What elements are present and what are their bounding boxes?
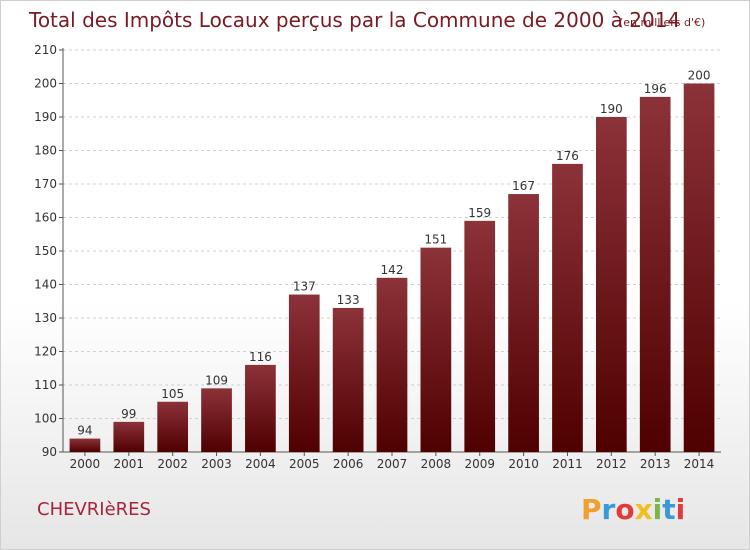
y-tick-label: 190: [34, 110, 57, 124]
y-tick-label: 210: [34, 43, 57, 57]
y-tick-label: 170: [34, 177, 57, 191]
value-label-2008: 151: [424, 233, 447, 247]
value-label-2005: 137: [293, 280, 316, 294]
bar-2002: [157, 401, 189, 452]
x-tick-label-2006: 2006: [333, 457, 364, 471]
bar-2013: [639, 96, 671, 453]
x-tick-label-2002: 2002: [157, 457, 188, 471]
value-label-2003: 109: [205, 373, 228, 387]
y-tick-label: 120: [34, 345, 57, 359]
x-tick-label-2012: 2012: [596, 457, 627, 471]
value-label-2007: 142: [381, 263, 404, 277]
value-label-2013: 196: [644, 82, 667, 96]
x-tick-label-2014: 2014: [684, 457, 715, 471]
chart-title: Total des Impôts Locaux perçus par la Co…: [28, 8, 680, 32]
bar-2012: [595, 117, 627, 452]
bar-2005: [288, 294, 320, 452]
value-label-2002: 105: [161, 387, 184, 401]
bar-2001: [113, 421, 145, 452]
bar-2003: [201, 388, 232, 452]
y-tick-label: 130: [34, 311, 57, 325]
value-label-2001: 99: [121, 407, 136, 421]
bar-2011: [552, 163, 583, 452]
bar-2009: [464, 220, 496, 452]
x-tick-label-2007: 2007: [377, 457, 408, 471]
y-tick-label: 150: [34, 244, 57, 258]
value-label-2009: 159: [468, 206, 491, 220]
commune-name: CHEVRIèRES: [37, 499, 151, 520]
bar-2006: [332, 307, 364, 452]
x-tick-label-2005: 2005: [289, 457, 320, 471]
y-tick-label: 140: [34, 278, 57, 292]
logo-letter: P: [581, 493, 602, 526]
logo-letter: t: [662, 493, 675, 526]
value-label-2012: 190: [600, 102, 623, 116]
logo-letter: i: [653, 493, 663, 526]
value-label-2011: 176: [556, 149, 579, 163]
value-label-2004: 116: [249, 350, 272, 364]
x-tick-label-2003: 2003: [201, 457, 232, 471]
x-tick-label-2001: 2001: [114, 457, 145, 471]
y-tick-label: 180: [34, 144, 57, 158]
x-tick-label-2010: 2010: [508, 457, 539, 471]
value-label-2006: 133: [337, 293, 360, 307]
value-label-2014: 200: [688, 69, 711, 83]
x-tick-label-2008: 2008: [421, 457, 452, 471]
x-tick-label-2004: 2004: [245, 457, 276, 471]
value-label-2010: 167: [512, 179, 535, 193]
chart-unit-note: (en milliers d'€): [619, 16, 705, 29]
bar-2010: [508, 194, 539, 453]
logo-letter: i: [676, 493, 686, 526]
bar-2004: [245, 364, 276, 452]
x-tick-label-2000: 2000: [70, 457, 101, 471]
logo-letter: r: [602, 493, 616, 526]
y-tick-label: 160: [34, 211, 57, 225]
logo-letter: o: [615, 493, 634, 526]
axes: 90 100 110 120 130 140 150 160 170 180 190 200 210 20…: [34, 43, 721, 471]
y-tick-label: 100: [34, 412, 57, 426]
y-tick-label: 200: [34, 77, 57, 91]
bar-2007: [376, 277, 408, 452]
x-tick-label-2009: 2009: [464, 457, 495, 471]
logo-letter: x: [635, 493, 653, 526]
value-label-2000: 94: [77, 424, 92, 438]
bar-2000: [69, 438, 101, 452]
proxiti-logo: Proxiti: [581, 493, 685, 526]
x-tick-label-2011: 2011: [552, 457, 583, 471]
x-tick-label-2013: 2013: [640, 457, 671, 471]
y-tick-label: 90: [42, 445, 57, 459]
bar-2008: [420, 247, 452, 452]
bar-2014: [683, 83, 715, 452]
y-tick-label: 110: [34, 378, 57, 392]
bars: 94 99 105 109 116 137 133 142 151 159 167 176 190 196…: [69, 69, 715, 453]
